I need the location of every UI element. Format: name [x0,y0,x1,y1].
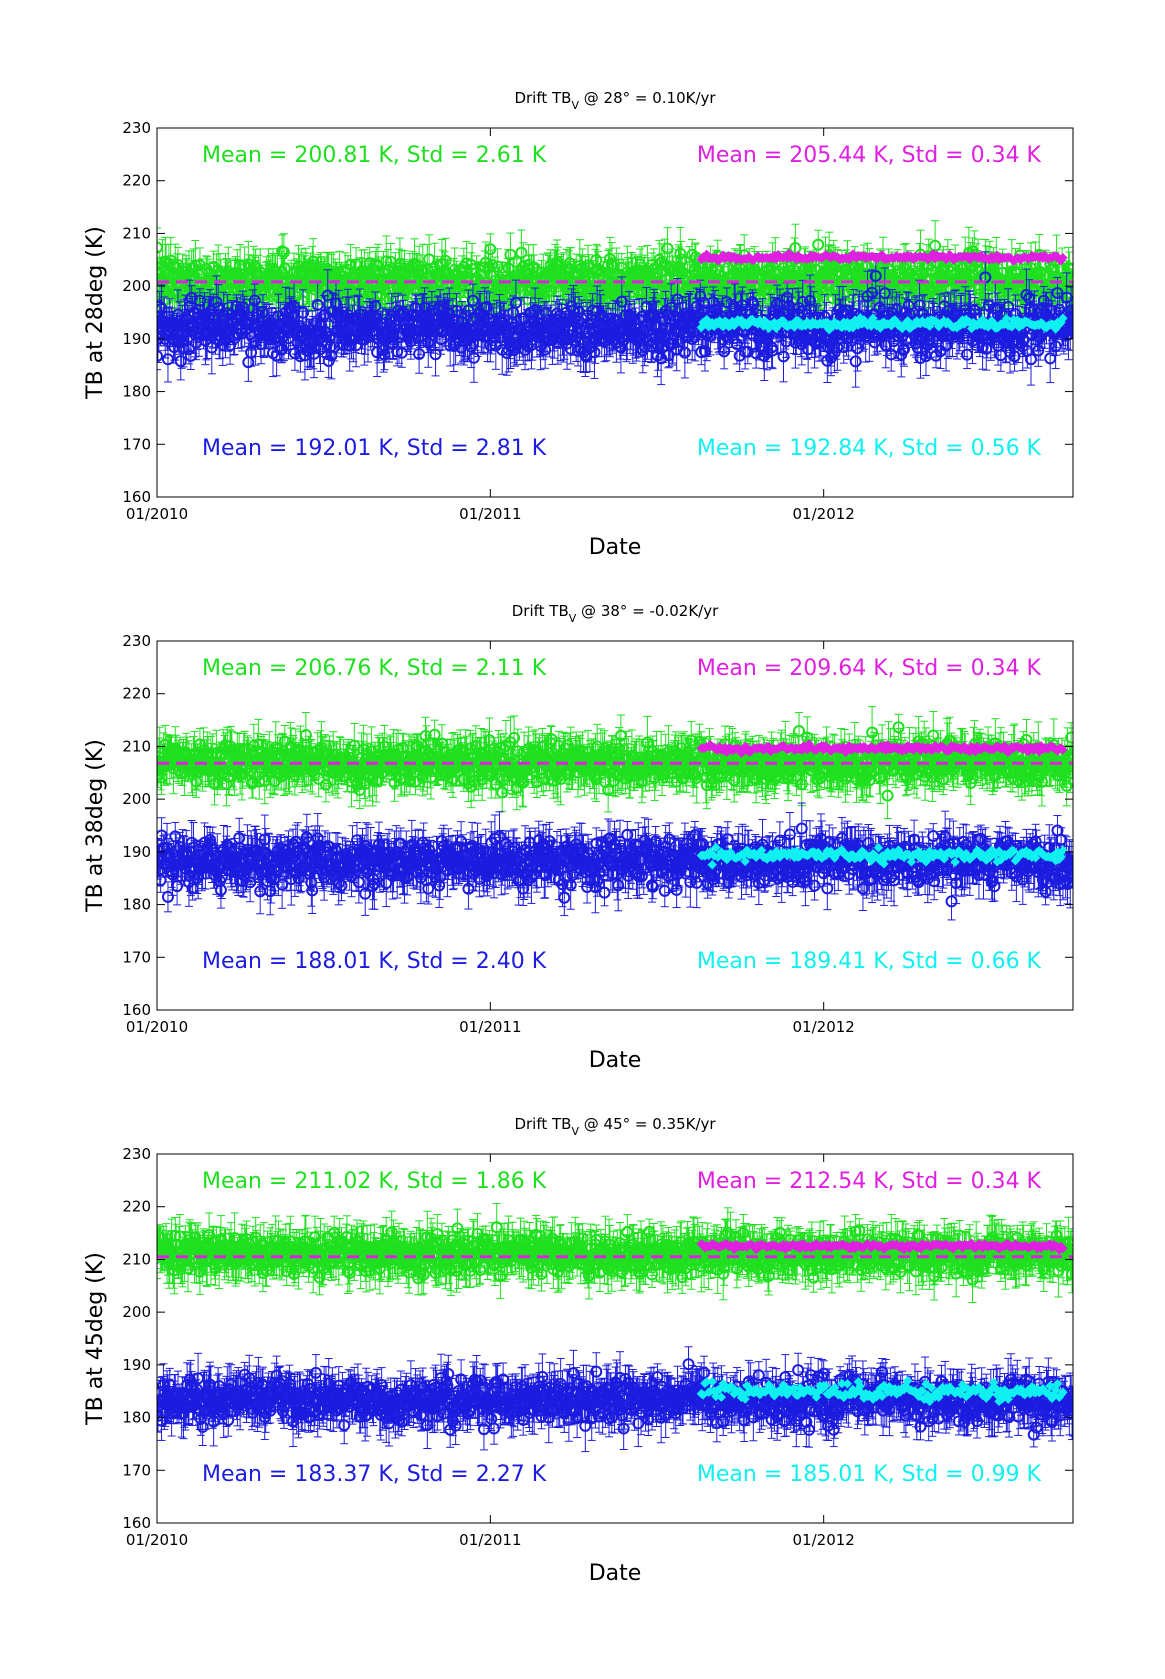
data-point [929,239,942,252]
data-point [157,350,163,363]
data-point [1067,273,1073,286]
data-point [675,253,688,266]
data-point [311,298,324,311]
data-point [248,294,261,307]
data-point [812,238,825,251]
data-point [439,254,452,267]
data-point [210,296,223,309]
data-point [297,306,310,319]
data-point [661,242,674,255]
data-point [277,246,290,259]
data-point [789,241,802,254]
data-point [515,246,528,259]
data-point [174,355,187,368]
data-point [603,252,616,265]
data-point [193,259,206,272]
data-point [157,302,168,315]
plot-area [157,220,1073,388]
data-point [379,293,392,306]
data-point [674,247,687,260]
data-point [1063,262,1073,275]
